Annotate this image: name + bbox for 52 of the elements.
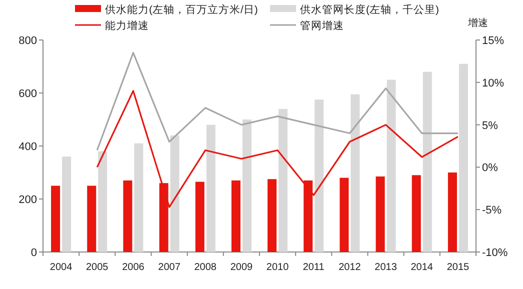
bar [51, 186, 60, 252]
legend-label: 管网增速 [300, 19, 344, 32]
x-tick-label: 2006 [122, 262, 145, 273]
line-series [96, 52, 459, 152]
x-tick-label: 2014 [410, 262, 434, 273]
bar [206, 124, 216, 252]
y-tick-label: 200 [18, 194, 37, 206]
bar [123, 180, 132, 252]
bar [412, 175, 421, 252]
bar [376, 176, 385, 252]
bar [340, 178, 349, 252]
bar [134, 143, 144, 252]
bar [195, 182, 204, 252]
bar [448, 172, 457, 252]
y-tick-label: 400 [18, 141, 37, 153]
bar [170, 135, 180, 252]
bar [422, 72, 432, 252]
bar [314, 100, 324, 252]
bar [458, 64, 468, 252]
bar [350, 94, 360, 252]
bar [278, 108, 288, 252]
y-tick-label: 800 [18, 35, 37, 47]
y2-tick-label: 15% [482, 35, 504, 47]
y2-tick-label: -5% [482, 204, 502, 217]
y2-tick-label: -10% [482, 247, 508, 259]
bar [62, 156, 72, 252]
y-tick-label: 0 [30, 247, 37, 259]
y-tick-label: 600 [18, 88, 37, 100]
legend-label: 供水能力(左轴，百万立方米/日) [105, 3, 258, 16]
bar [231, 180, 240, 252]
x-tick-label: 2012 [338, 262, 362, 273]
bar [87, 186, 96, 252]
x-tick-label: 2015 [446, 262, 470, 273]
y2-axis-title: 增速 [467, 17, 488, 29]
x-tick-label: 2008 [194, 262, 217, 273]
y2-tick-label: 5% [482, 120, 498, 132]
legend-label: 能力增速 [105, 19, 149, 32]
bar [268, 179, 277, 252]
bar [386, 80, 396, 252]
bar [98, 151, 108, 252]
legend-label: 供水管网长度(左轴，千公里) [300, 3, 439, 16]
bar [242, 120, 252, 252]
x-tick-label: 2013 [374, 262, 398, 273]
line-series [96, 90, 459, 208]
x-tick-label: 2007 [158, 262, 181, 273]
x-tick-label: 2010 [266, 262, 290, 273]
y2-tick-label: 10% [482, 77, 504, 90]
x-tick-label: 2009 [230, 262, 254, 273]
x-tick-label: 2004 [50, 262, 73, 273]
x-tick-label: 2005 [86, 262, 109, 273]
x-tick-label: 2011 [302, 262, 325, 273]
y2-tick-label: 0% [482, 162, 498, 174]
